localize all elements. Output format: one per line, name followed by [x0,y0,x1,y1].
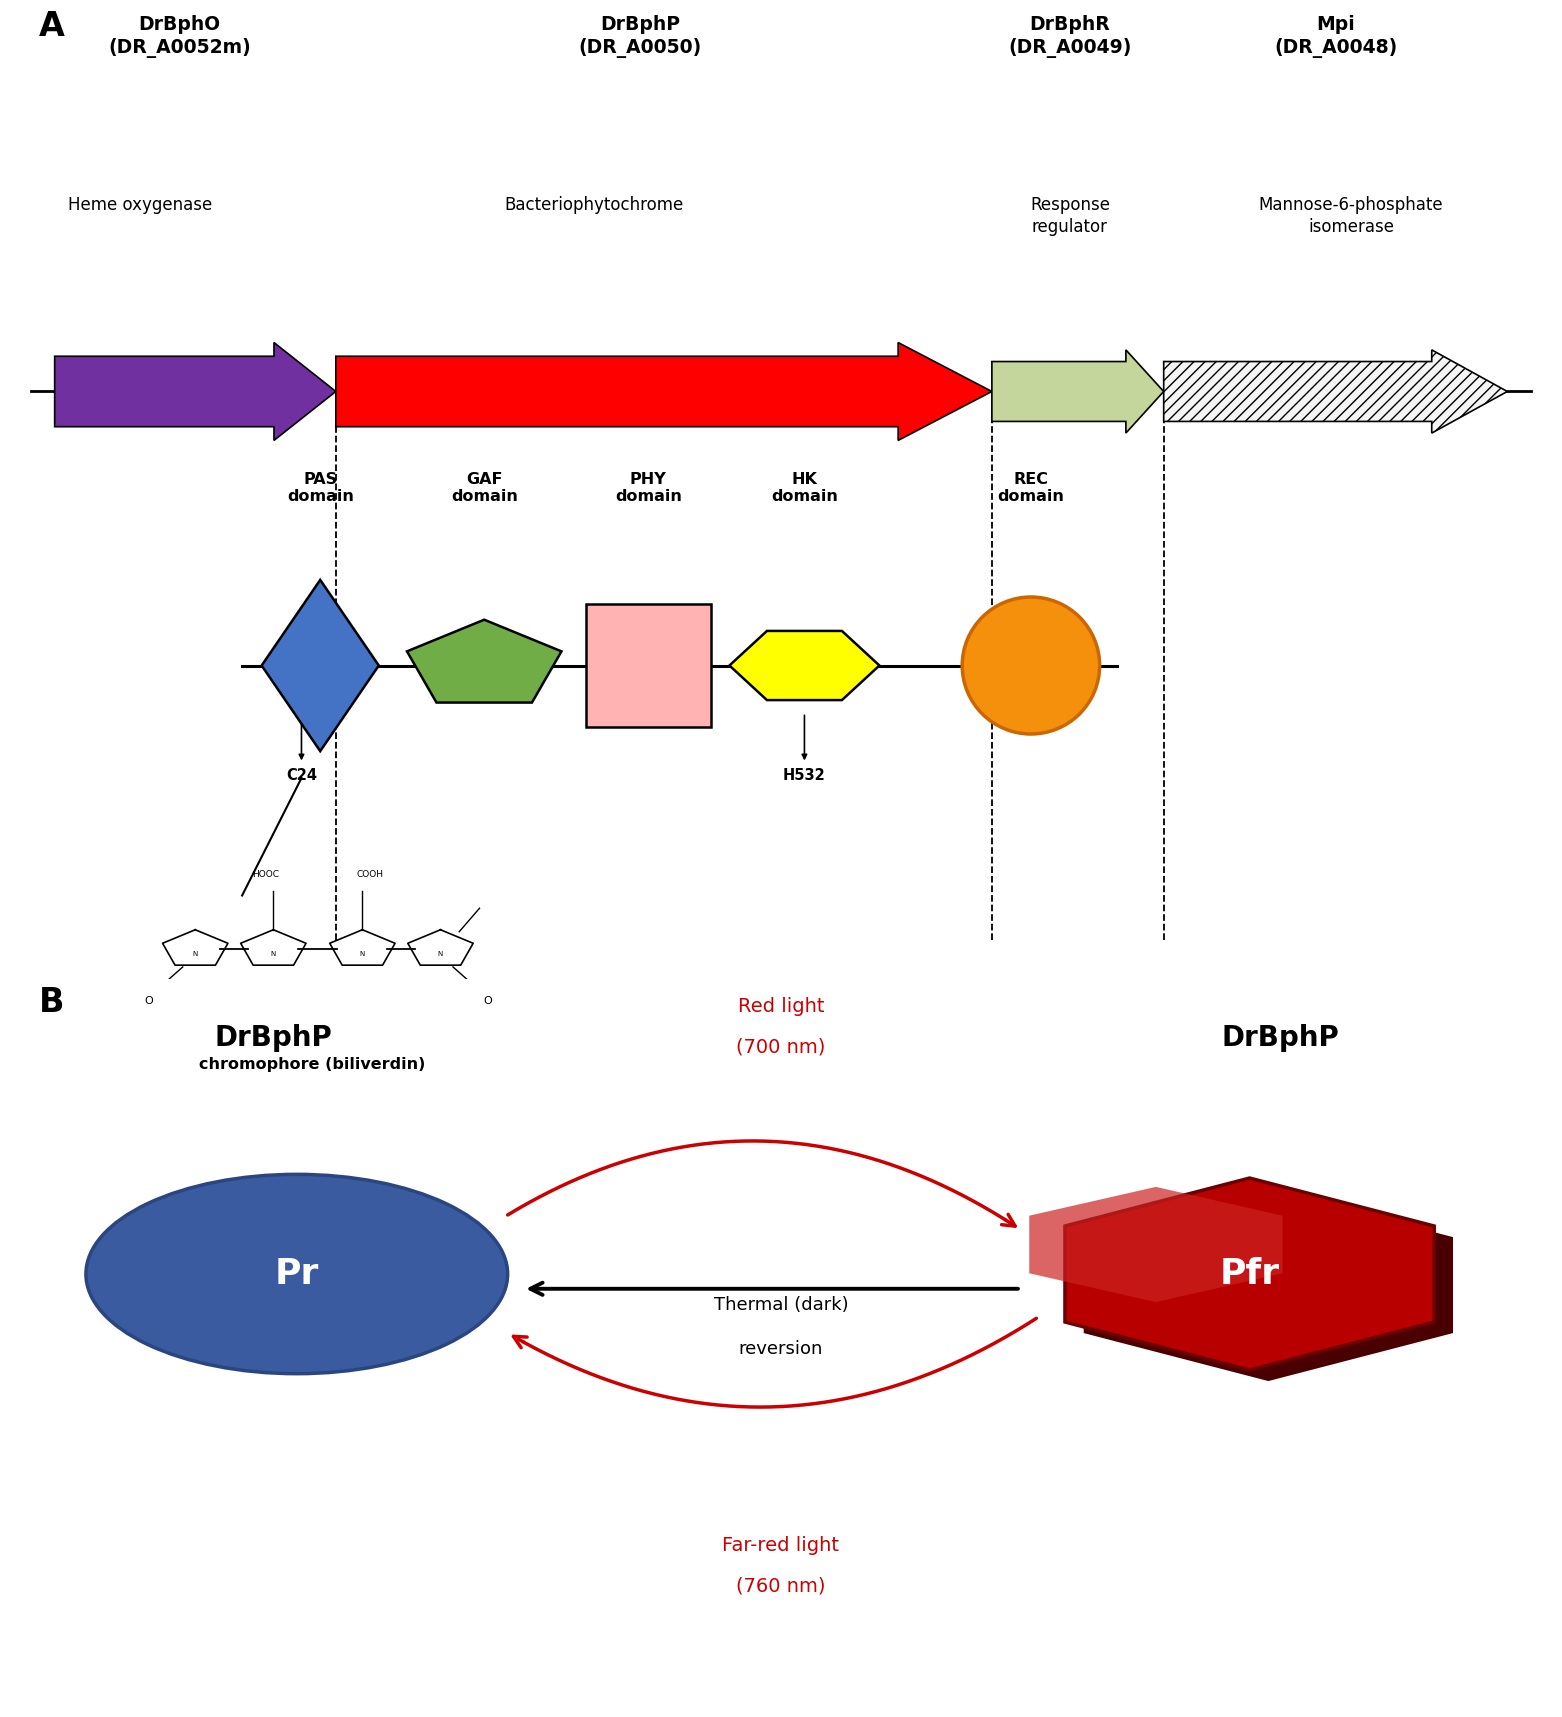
Text: C24: C24 [286,767,317,783]
Text: Response
regulator: Response regulator [1029,196,1111,235]
Text: O: O [144,996,153,1006]
Text: chromophore (biliverdin): chromophore (biliverdin) [200,1058,425,1071]
Text: Thermal (dark): Thermal (dark) [714,1296,848,1314]
Text: GAF
domain: GAF domain [451,472,517,505]
Polygon shape [1084,1190,1453,1380]
Text: Heme oxygenase: Heme oxygenase [69,196,212,213]
Text: Mpi
(DR_A0048): Mpi (DR_A0048) [1275,15,1396,58]
Text: DrBphP: DrBphP [1221,1023,1340,1053]
Text: COOH: COOH [356,871,384,879]
Polygon shape [408,620,561,702]
Text: Far-red light: Far-red light [723,1537,839,1556]
Polygon shape [1164,350,1507,433]
Text: HOOC: HOOC [251,871,280,879]
Text: N: N [359,951,366,956]
Text: Pfr: Pfr [1220,1257,1279,1291]
Polygon shape [992,350,1164,433]
Text: B: B [39,986,64,1020]
Text: Red light: Red light [737,998,825,1016]
Text: REC
domain: REC domain [998,472,1064,505]
Text: N: N [270,951,276,956]
Text: DrBphO
(DR_A0052m): DrBphO (DR_A0052m) [108,15,251,58]
Polygon shape [1029,1186,1282,1301]
Text: N: N [192,951,198,956]
Text: H532: H532 [783,767,826,783]
Polygon shape [55,343,336,441]
Text: Mannose-6-phosphate
isomerase: Mannose-6-phosphate isomerase [1259,196,1443,235]
Text: A: A [39,10,66,43]
Text: PAS
domain: PAS domain [287,472,353,505]
Polygon shape [261,580,378,750]
Ellipse shape [962,598,1100,735]
Text: PHY
domain: PHY domain [615,472,681,505]
Circle shape [86,1174,508,1374]
Text: Bacteriophytochrome: Bacteriophytochrome [505,196,683,213]
Polygon shape [729,630,879,701]
Text: HK
domain: HK domain [772,472,837,505]
Text: Pr: Pr [275,1257,319,1291]
Text: DrBphP
(DR_A0050): DrBphP (DR_A0050) [580,15,701,58]
Polygon shape [1065,1178,1434,1370]
Text: DrBphP: DrBphP [214,1023,333,1053]
Text: (760 nm): (760 nm) [736,1576,826,1595]
Text: reversion: reversion [739,1341,823,1358]
Text: (700 nm): (700 nm) [736,1037,826,1056]
Text: DrBphR
(DR_A0049): DrBphR (DR_A0049) [1009,15,1131,58]
Polygon shape [336,343,992,441]
Text: N: N [437,951,444,956]
Text: O: O [483,996,492,1006]
FancyBboxPatch shape [586,604,711,726]
